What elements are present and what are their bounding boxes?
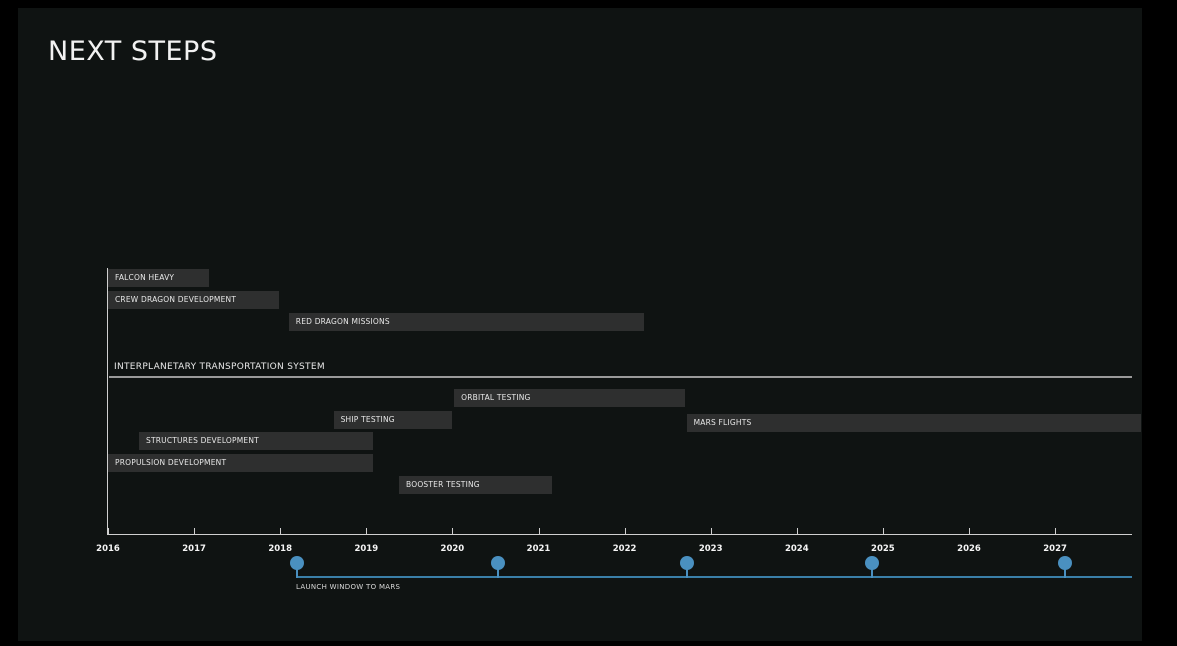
task-bar: SHIP TESTING — [333, 411, 453, 429]
year-label: 2023 — [698, 544, 723, 554]
marker-dot — [1058, 556, 1073, 570]
task-bar: FALCON HEAVY — [108, 269, 209, 287]
year-label: 2025 — [871, 544, 895, 554]
launch-window-line — [296, 576, 1132, 578]
section-divider — [109, 376, 1132, 378]
marker-stem — [497, 568, 500, 578]
launch-window-marker — [864, 556, 879, 578]
marker-dot — [864, 556, 879, 570]
launch-window-marker — [491, 556, 506, 578]
task-bar: MARS FLIGHTS — [686, 414, 1142, 432]
year-tick — [796, 528, 798, 534]
year-label: 2021 — [526, 544, 551, 554]
launch-window-marker — [290, 556, 305, 578]
launch-window-marker — [680, 556, 695, 578]
year-tick — [280, 528, 282, 534]
year-label: 2020 — [440, 544, 465, 554]
year-label: 2016 — [96, 544, 120, 554]
task-bar: PROPULSION DEVELOPMENT — [108, 454, 374, 472]
task-bar: CREW DRAGON DEVELOPMENT — [108, 291, 280, 309]
year-tick — [969, 528, 970, 534]
year-label: 2026 — [957, 544, 981, 554]
year-tick — [194, 528, 196, 534]
year-label: 2017 — [182, 544, 206, 554]
marker-dot — [290, 556, 305, 570]
marker-dot — [491, 556, 506, 570]
task-bar: RED DRAGON MISSIONS — [288, 313, 644, 331]
year-label: 2019 — [354, 544, 379, 554]
task-bar: BOOSTER TESTING — [399, 476, 553, 494]
marker-stem — [1064, 568, 1067, 578]
task-bar: STRUCTURES DEVELOPMENT — [138, 432, 374, 450]
marker-dot — [680, 556, 695, 570]
year-tick — [882, 528, 884, 534]
year-tick — [1055, 528, 1057, 534]
marker-stem — [686, 568, 689, 578]
marker-stem — [870, 568, 873, 578]
year-tick — [366, 528, 368, 534]
year-label: 2027 — [1043, 544, 1067, 554]
task-bar: ORBITAL TESTING — [454, 389, 685, 407]
year-tick — [710, 528, 712, 534]
timeline-left-axis — [107, 268, 108, 534]
year-tick — [452, 528, 454, 534]
year-tick — [108, 528, 109, 534]
year-label: 2024 — [784, 544, 809, 554]
year-tick — [624, 528, 626, 534]
timeline-bottom-axis — [107, 534, 1132, 535]
section-label: INTERPLANETARY TRANSPORTATION SYSTEM — [114, 362, 325, 372]
marker-stem — [296, 568, 299, 578]
launch-window-marker — [1058, 556, 1073, 578]
year-tick — [538, 528, 540, 534]
launch-window-label: LAUNCH WINDOW TO MARS — [296, 583, 401, 591]
year-label: 2022 — [612, 544, 637, 554]
page-title: NEXT STEPS — [48, 36, 218, 67]
year-label: 2018 — [268, 544, 293, 554]
